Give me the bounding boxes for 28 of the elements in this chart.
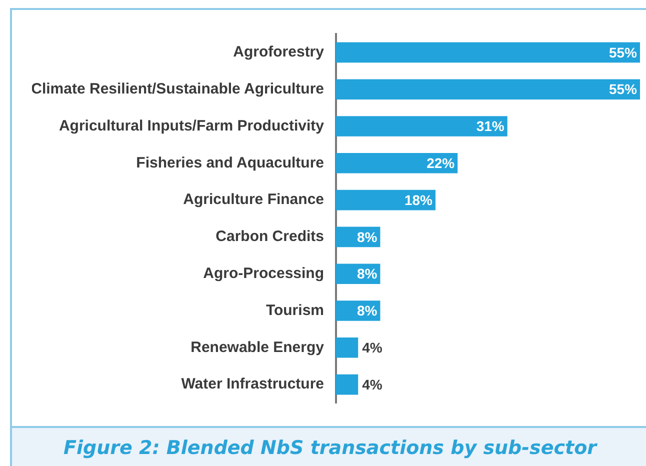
- data-label: 31%: [476, 118, 505, 134]
- data-label: 22%: [426, 155, 456, 172]
- y-tick-label: Tourism: [266, 302, 324, 319]
- bar: [336, 374, 358, 395]
- data-label: 55%: [608, 44, 638, 60]
- y-tick-label: Water Infrastructure: [181, 376, 324, 393]
- y-tick-label: Agro-Processing: [203, 264, 324, 282]
- y-tick-label: Agriculture Finance: [183, 191, 324, 208]
- bar: [336, 42, 640, 63]
- data-label: 8%: [356, 228, 378, 245]
- data-label: 8%: [356, 302, 378, 319]
- y-tick-label: Renewable Energy: [190, 338, 325, 356]
- data-label: 4%: [362, 376, 383, 392]
- y-tick-label: Fisheries and Aquaculture: [136, 154, 324, 172]
- data-label: 55%: [608, 81, 638, 98]
- bar: [336, 153, 458, 174]
- bar: [336, 190, 436, 210]
- data-label: 8%: [356, 266, 378, 282]
- bar: [336, 79, 640, 100]
- data-label: 4%: [362, 340, 383, 356]
- bar: [336, 116, 508, 136]
- bar: [336, 338, 358, 358]
- y-tick-label: Carbon Credits: [216, 228, 324, 246]
- y-tick-label: Agricultural Inputs/Farm Productivity: [58, 117, 325, 134]
- data-label: 18%: [404, 192, 434, 208]
- text: Figure 2: Blended NbS transactions by sub-sector: [12, 426, 646, 466]
- y-tick-label: Agroforestry: [233, 44, 325, 61]
- y-tick-label: Climate Resilient/Sustainable Agriculture: [31, 80, 324, 98]
